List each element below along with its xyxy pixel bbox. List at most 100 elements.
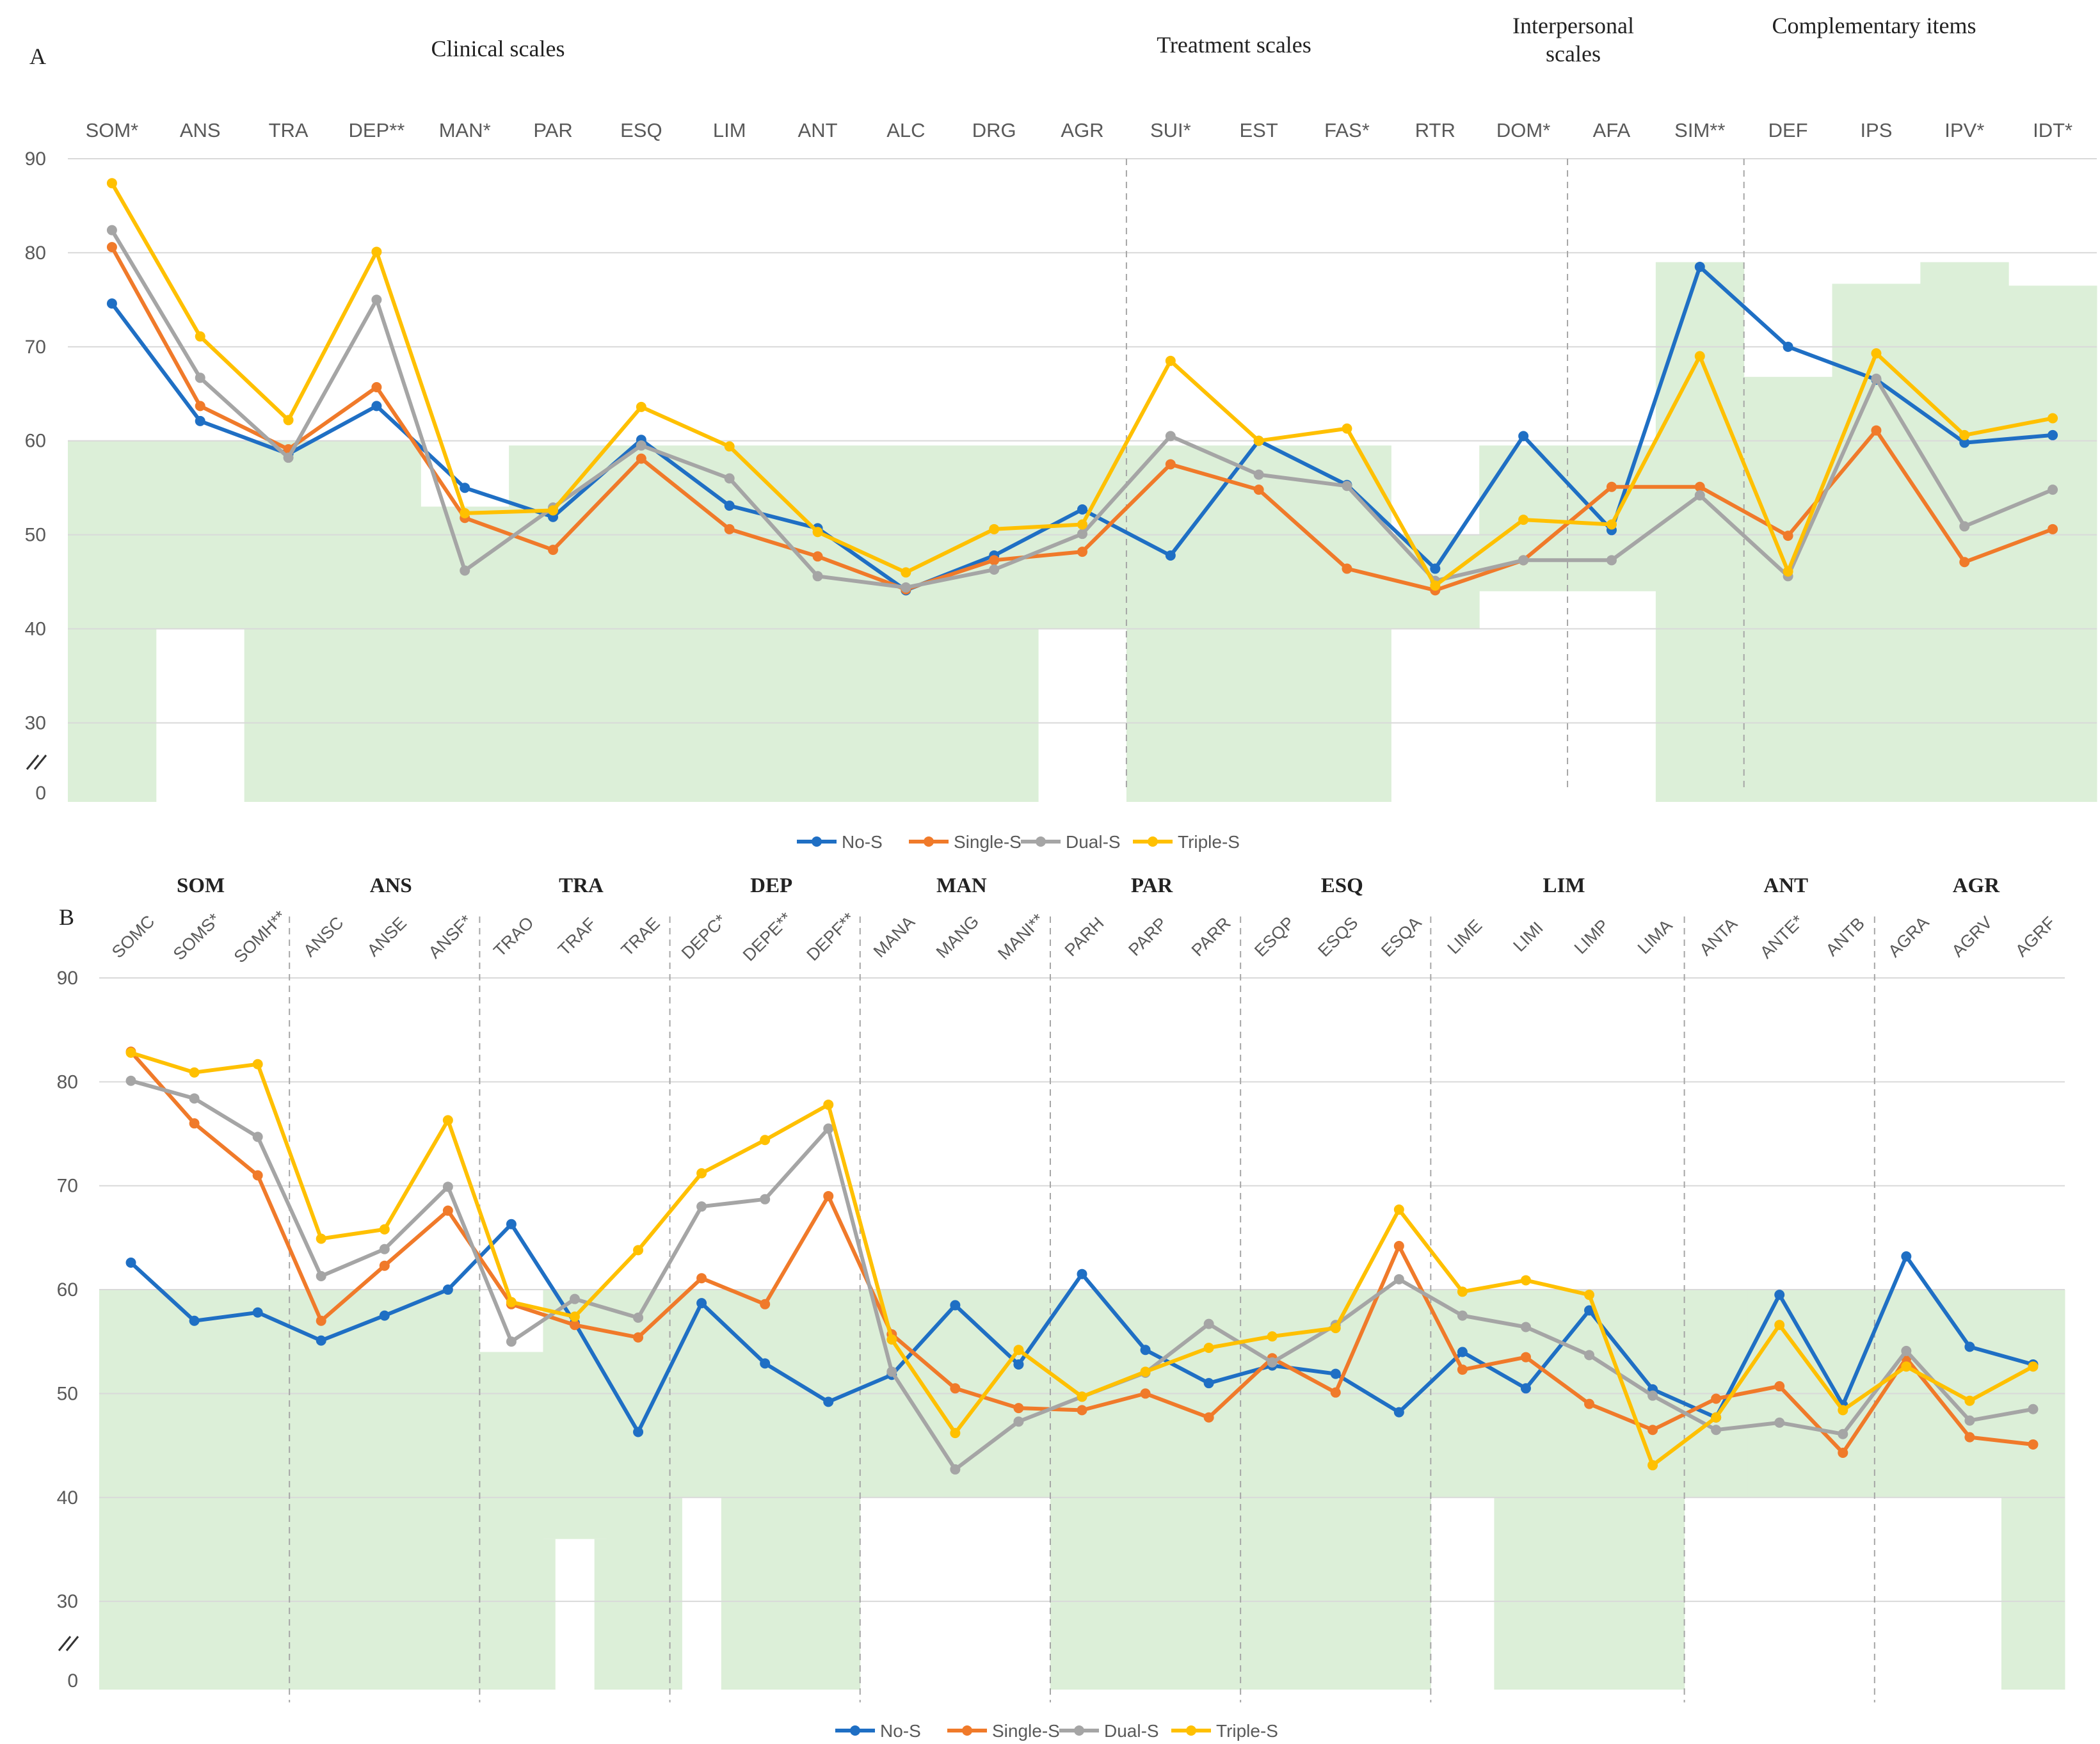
- data-point: [252, 1307, 263, 1318]
- data-point: [195, 372, 205, 383]
- data-point: [283, 415, 294, 426]
- group-header: AGR: [1953, 874, 2001, 897]
- x-tick-label: ANT: [798, 119, 838, 141]
- x-tick-label: TRAE: [618, 914, 664, 960]
- data-point: [1140, 1366, 1151, 1377]
- reference-band: [244, 440, 333, 802]
- data-point: [1871, 373, 1882, 384]
- data-point: [886, 1334, 897, 1345]
- data-point: [1711, 1425, 1722, 1436]
- group-header: SOM: [177, 874, 225, 897]
- reference-band: [594, 1539, 607, 1690]
- data-point: [1013, 1416, 1024, 1427]
- data-point: [1606, 481, 1617, 492]
- data-point: [1959, 557, 1970, 568]
- data-point: [252, 1059, 263, 1069]
- y-tick-label: 30: [25, 712, 46, 733]
- data-point: [125, 1075, 136, 1086]
- data-point: [1959, 429, 1970, 440]
- data-point: [1342, 563, 1352, 574]
- data-point: [760, 1194, 771, 1204]
- y-tick-label: 40: [25, 619, 46, 640]
- group-header: ANS: [370, 874, 412, 897]
- reference-band: [509, 445, 598, 802]
- data-point: [442, 1181, 453, 1192]
- x-tick-label: ANSC: [300, 913, 347, 961]
- data-point: [636, 453, 646, 464]
- reference-band: [721, 1497, 734, 1690]
- data-point: [1013, 1403, 1024, 1414]
- reference-band: [796, 1290, 861, 1690]
- data-point: [950, 1428, 961, 1439]
- group-header: ANT: [1763, 874, 1808, 897]
- reference-band: [416, 1290, 480, 1690]
- data-point: [1165, 459, 1176, 470]
- data-point: [1393, 1204, 1404, 1215]
- data-point: [1783, 341, 1793, 352]
- data-point: [125, 1047, 136, 1058]
- group-header: ESQ: [1321, 874, 1363, 897]
- data-point: [569, 1311, 580, 1322]
- data-point: [1520, 1322, 1531, 1332]
- reference-band: [68, 440, 157, 802]
- reference-band: [163, 1290, 227, 1690]
- data-point: [371, 246, 382, 257]
- data-point: [283, 452, 294, 463]
- data-point: [1584, 1305, 1595, 1316]
- data-point: [1330, 1387, 1341, 1398]
- data-point: [696, 1168, 707, 1179]
- data-point: [1711, 1412, 1722, 1423]
- reference-band: [773, 445, 862, 802]
- x-tick-label: DRG: [972, 119, 1016, 141]
- x-tick-label: DEF: [1768, 119, 1808, 141]
- data-point: [548, 505, 559, 516]
- data-point: [1203, 1378, 1214, 1389]
- y-tick-label: 70: [25, 337, 46, 358]
- data-point: [696, 1298, 707, 1309]
- data-point: [506, 1297, 517, 1308]
- data-point: [1520, 1352, 1531, 1363]
- y-tick-label: 60: [57, 1279, 78, 1300]
- data-point: [1964, 1432, 1975, 1443]
- data-point: [636, 440, 646, 451]
- data-point: [823, 1190, 834, 1201]
- reference-band: [2001, 1290, 2065, 1690]
- x-tick-label: SIM**: [1674, 119, 1725, 141]
- y-tick-label: 0: [35, 783, 46, 804]
- data-point: [371, 401, 382, 412]
- x-tick-label: IDT*: [2033, 119, 2072, 141]
- legend-marker: [962, 1725, 972, 1736]
- data-point: [1518, 515, 1529, 525]
- data-point: [569, 1293, 580, 1304]
- data-point: [1838, 1428, 1848, 1439]
- data-point: [1393, 1240, 1404, 1251]
- reference-band: [1050, 1290, 1114, 1690]
- data-point: [1606, 555, 1617, 566]
- data-point: [1267, 1357, 1278, 1368]
- data-point: [2028, 1361, 2039, 1372]
- data-point: [371, 294, 382, 305]
- axis-break-icon: [26, 755, 47, 770]
- group-header: Complementary items: [1772, 13, 1976, 38]
- reference-band: [1126, 445, 1215, 802]
- data-point: [633, 1245, 644, 1256]
- legend: No-S Single-S Dual-S Triple-S: [835, 1721, 1278, 1741]
- data-point: [760, 1299, 771, 1309]
- data-point: [1647, 1460, 1658, 1471]
- data-point: [106, 178, 117, 189]
- legend-marker: [1186, 1725, 1196, 1736]
- x-tick-label: SOMS*: [170, 909, 224, 964]
- data-point: [1774, 1417, 1785, 1428]
- x-tick-label: LIMI: [1509, 918, 1546, 955]
- axis-break-icon: [58, 1636, 79, 1651]
- data-point: [2048, 524, 2058, 534]
- data-point: [760, 1358, 771, 1369]
- data-point: [1783, 566, 1793, 577]
- data-point: [1077, 504, 1087, 515]
- data-point: [460, 508, 470, 518]
- x-tick-label: ESQS: [1314, 913, 1361, 961]
- data-point: [442, 1284, 453, 1295]
- y-tick-label: 80: [25, 243, 46, 264]
- data-point: [950, 1300, 961, 1311]
- data-point: [1457, 1310, 1468, 1321]
